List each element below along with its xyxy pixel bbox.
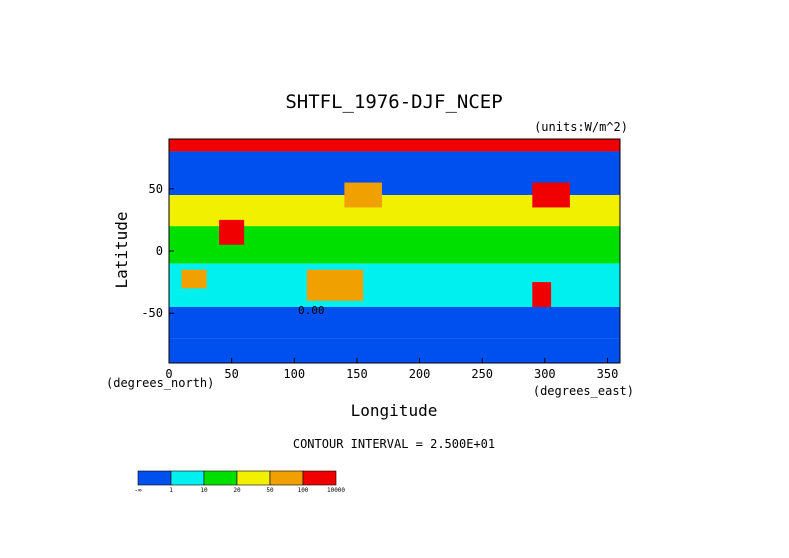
x-axis-label: Longitude — [351, 401, 438, 420]
x-tick-label-5: 250 — [471, 367, 493, 381]
colorbar-label-0: -∞ — [134, 487, 142, 494]
colorbar-label-3: 20 — [233, 487, 241, 494]
y-axis-label: Latitude — [112, 211, 131, 288]
colorbar-swatch-3 — [236, 470, 271, 486]
colorbar-label-4: 50 — [266, 487, 274, 494]
colorbar-label-6: 10000 — [327, 487, 345, 494]
contour-labels: 0.00 — [298, 304, 325, 317]
chart-title: SHTFL_1976-DJF_NCEP — [285, 91, 502, 113]
colorbar-label-1: 1 — [169, 487, 173, 494]
x-tick-label-4: 200 — [409, 367, 431, 381]
contour-interval-text: CONTOUR INTERVAL = 2.500E+01 — [293, 437, 495, 451]
colorbar-label-5: 100 — [298, 487, 309, 494]
x-tick-label-6: 300 — [534, 367, 556, 381]
y-axis-ticks: 50 0 -50 — [141, 182, 174, 320]
y-unit-label: (degrees_north) — [106, 376, 214, 390]
heatmap-region-11 — [344, 182, 382, 208]
colorbar-swatch-1 — [170, 470, 205, 486]
units-label: (units:W/m^2) — [534, 120, 628, 134]
heatmap-region-10 — [532, 282, 552, 307]
heatmap-region-12 — [532, 182, 570, 208]
colorbar-swatch-2 — [203, 470, 238, 486]
colorbar-swatch-0 — [137, 470, 172, 486]
y-tick-label-1: 0 — [156, 244, 163, 258]
x-tick-label-7: 350 — [597, 367, 619, 381]
colorbar-swatch-5 — [302, 470, 337, 486]
heatmap-region-8 — [306, 269, 364, 301]
colorbar — [137, 470, 337, 486]
x-unit-label: (degrees_east) — [533, 384, 634, 398]
y-tick-label-0: 50 — [149, 182, 163, 196]
colorbar-swatch-4 — [269, 470, 304, 486]
x-tick-label-1: 50 — [224, 367, 238, 381]
x-tick-label-0: 0 — [165, 367, 172, 381]
heatmap-region-9 — [181, 269, 207, 289]
y-tick-label-2: -50 — [141, 306, 163, 320]
x-axis-ticks: 0 50 100 150 200 250 300 350 — [165, 358, 618, 381]
x-tick-label-3: 150 — [346, 367, 368, 381]
colorbar-label-2: 10 — [200, 487, 208, 494]
plot-area — [169, 139, 620, 363]
colorbar-labels: -∞ 1 10 20 50 100 10000 — [134, 487, 345, 494]
contour-label: 0.00 — [298, 304, 325, 317]
heatmap-region-2 — [169, 263, 620, 307]
heatmap-region-6 — [169, 139, 620, 152]
heatmap-region-13 — [219, 219, 245, 245]
x-tick-label-2: 100 — [283, 367, 305, 381]
heatmap-region-1 — [169, 307, 620, 339]
heatmap-region-0 — [169, 338, 620, 363]
